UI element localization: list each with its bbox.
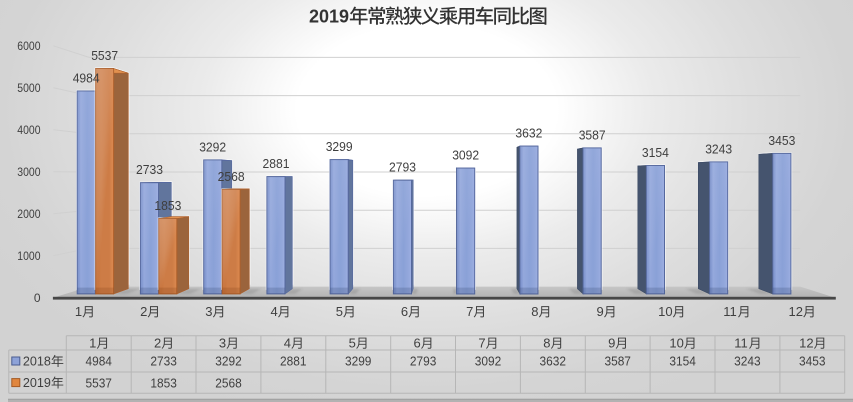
svg-text:3000: 3000 [17,165,40,179]
svg-text:3: 3 [219,336,226,351]
svg-text:2000: 2000 [17,207,40,221]
svg-text:11: 11 [734,336,748,351]
svg-text:5: 5 [336,304,343,319]
svg-text:1853: 1853 [154,198,181,213]
svg-text:3299: 3299 [345,354,372,369]
svg-text:4984: 4984 [85,354,112,369]
svg-text:10: 10 [658,304,672,319]
svg-text:2881: 2881 [263,156,290,171]
svg-text:0: 0 [34,291,41,305]
svg-text:3243: 3243 [734,354,761,369]
svg-text:9: 9 [608,336,615,351]
svg-text:4: 4 [284,336,291,351]
svg-text:3243: 3243 [705,141,732,156]
svg-text:3587: 3587 [579,127,606,142]
svg-text:4984: 4984 [73,70,100,85]
svg-text:8: 8 [543,336,550,351]
svg-text:3292: 3292 [215,354,242,369]
svg-text:3092: 3092 [452,148,479,163]
svg-text:3092: 3092 [475,354,502,369]
svg-text:9: 9 [597,304,604,319]
svg-text:7: 7 [466,304,473,319]
svg-text:3587: 3587 [604,354,631,369]
svg-text:2: 2 [154,336,161,351]
svg-text:6000: 6000 [17,39,40,53]
svg-text:11: 11 [723,304,737,319]
svg-text:7: 7 [478,336,485,351]
svg-text:3154: 3154 [669,354,696,369]
svg-text:3453: 3453 [768,133,795,148]
svg-text:2: 2 [140,304,147,319]
svg-text:3632: 3632 [515,126,542,141]
svg-text:5: 5 [349,336,356,351]
svg-text:2019: 2019 [23,376,51,390]
svg-text:5000: 5000 [17,81,40,95]
svg-text:2019: 2019 [309,6,349,26]
svg-text:4000: 4000 [17,123,40,137]
svg-text:4: 4 [271,304,278,319]
svg-text:1: 1 [75,304,82,319]
svg-text:3154: 3154 [642,145,669,160]
svg-text:2793: 2793 [389,160,416,175]
svg-text:12: 12 [789,304,803,319]
svg-text:5537: 5537 [85,375,112,390]
svg-text:10: 10 [669,336,683,351]
svg-text:12: 12 [799,336,813,351]
svg-text:3453: 3453 [799,354,826,369]
svg-text:2793: 2793 [410,354,437,369]
svg-text:6: 6 [414,336,421,351]
svg-text:2733: 2733 [136,162,163,177]
svg-text:2568: 2568 [215,375,242,390]
svg-text:2881: 2881 [280,354,307,369]
svg-text:8: 8 [531,304,538,319]
svg-text:3: 3 [205,304,212,319]
svg-text:3632: 3632 [540,354,567,369]
svg-text:1: 1 [89,336,96,351]
svg-text:1853: 1853 [150,375,177,390]
svg-text:3292: 3292 [199,139,226,154]
svg-text:2733: 2733 [150,354,177,369]
svg-text:2018: 2018 [23,355,51,369]
svg-text:6: 6 [401,304,408,319]
svg-text:3299: 3299 [326,139,353,154]
svg-text:2568: 2568 [218,169,245,184]
svg-text:5537: 5537 [91,48,118,63]
svg-text:1000: 1000 [17,249,40,263]
